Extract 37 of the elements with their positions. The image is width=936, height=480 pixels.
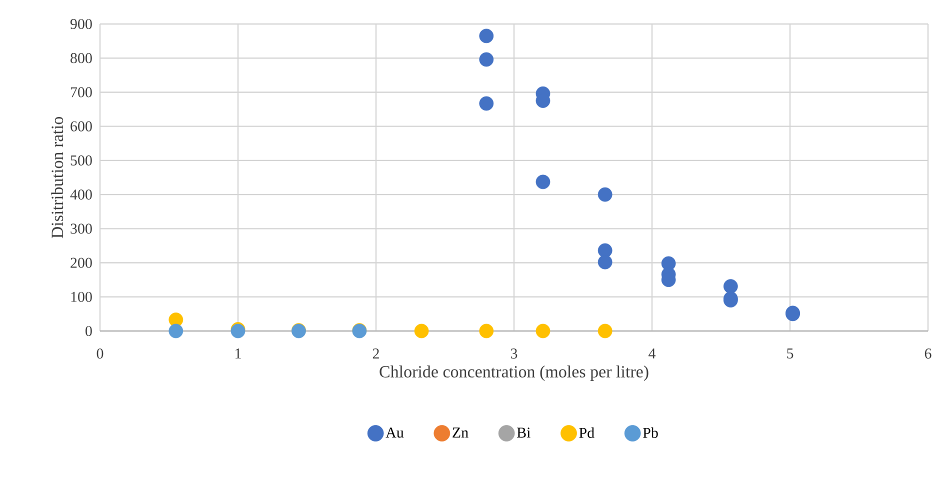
point — [479, 28, 494, 44]
x-tick-label: 6 — [924, 348, 932, 359]
y-tick-label: 700 — [70, 87, 92, 98]
x-tick-label: 4 — [648, 348, 656, 358]
y-tick-label: 500 — [70, 155, 92, 166]
y-tick-label: 600 — [70, 121, 92, 132]
legend-label: Pd — [579, 427, 594, 438]
x-axis-title: Chloride concentration (moles per litre) — [380, 366, 648, 381]
y-tick-label: 300 — [70, 224, 92, 234]
y-tick-label: 100 — [71, 292, 92, 302]
point — [598, 243, 612, 258]
point — [536, 324, 550, 338]
x-tick-label: 1 — [236, 348, 241, 358]
point — [479, 96, 494, 111]
point — [479, 52, 494, 67]
point — [479, 324, 494, 338]
legend-label: Au — [386, 428, 404, 438]
y-tick-label: 400 — [70, 189, 92, 200]
point — [723, 279, 738, 294]
x-tick-label: 3 — [510, 348, 518, 359]
point — [414, 324, 429, 338]
legend-label: Pb — [643, 427, 658, 438]
point — [598, 254, 612, 270]
y-tick-label: 900 — [70, 18, 92, 30]
legend-label: Zn — [452, 428, 468, 438]
y-axis-title: Disitribution ratio — [51, 116, 64, 238]
point — [598, 324, 612, 338]
x-tick-label: 0 — [96, 348, 104, 359]
y-tick-label: 200 — [70, 258, 92, 268]
y-tick-label: 800 — [70, 53, 92, 64]
x-tick-label: 2 — [372, 348, 379, 358]
y-tick-label: 0 — [86, 326, 92, 336]
legend-label: Bi — [517, 428, 530, 438]
x-tick-label: 5 — [787, 348, 794, 358]
point — [536, 174, 550, 190]
point — [598, 187, 612, 202]
point — [168, 324, 184, 338]
